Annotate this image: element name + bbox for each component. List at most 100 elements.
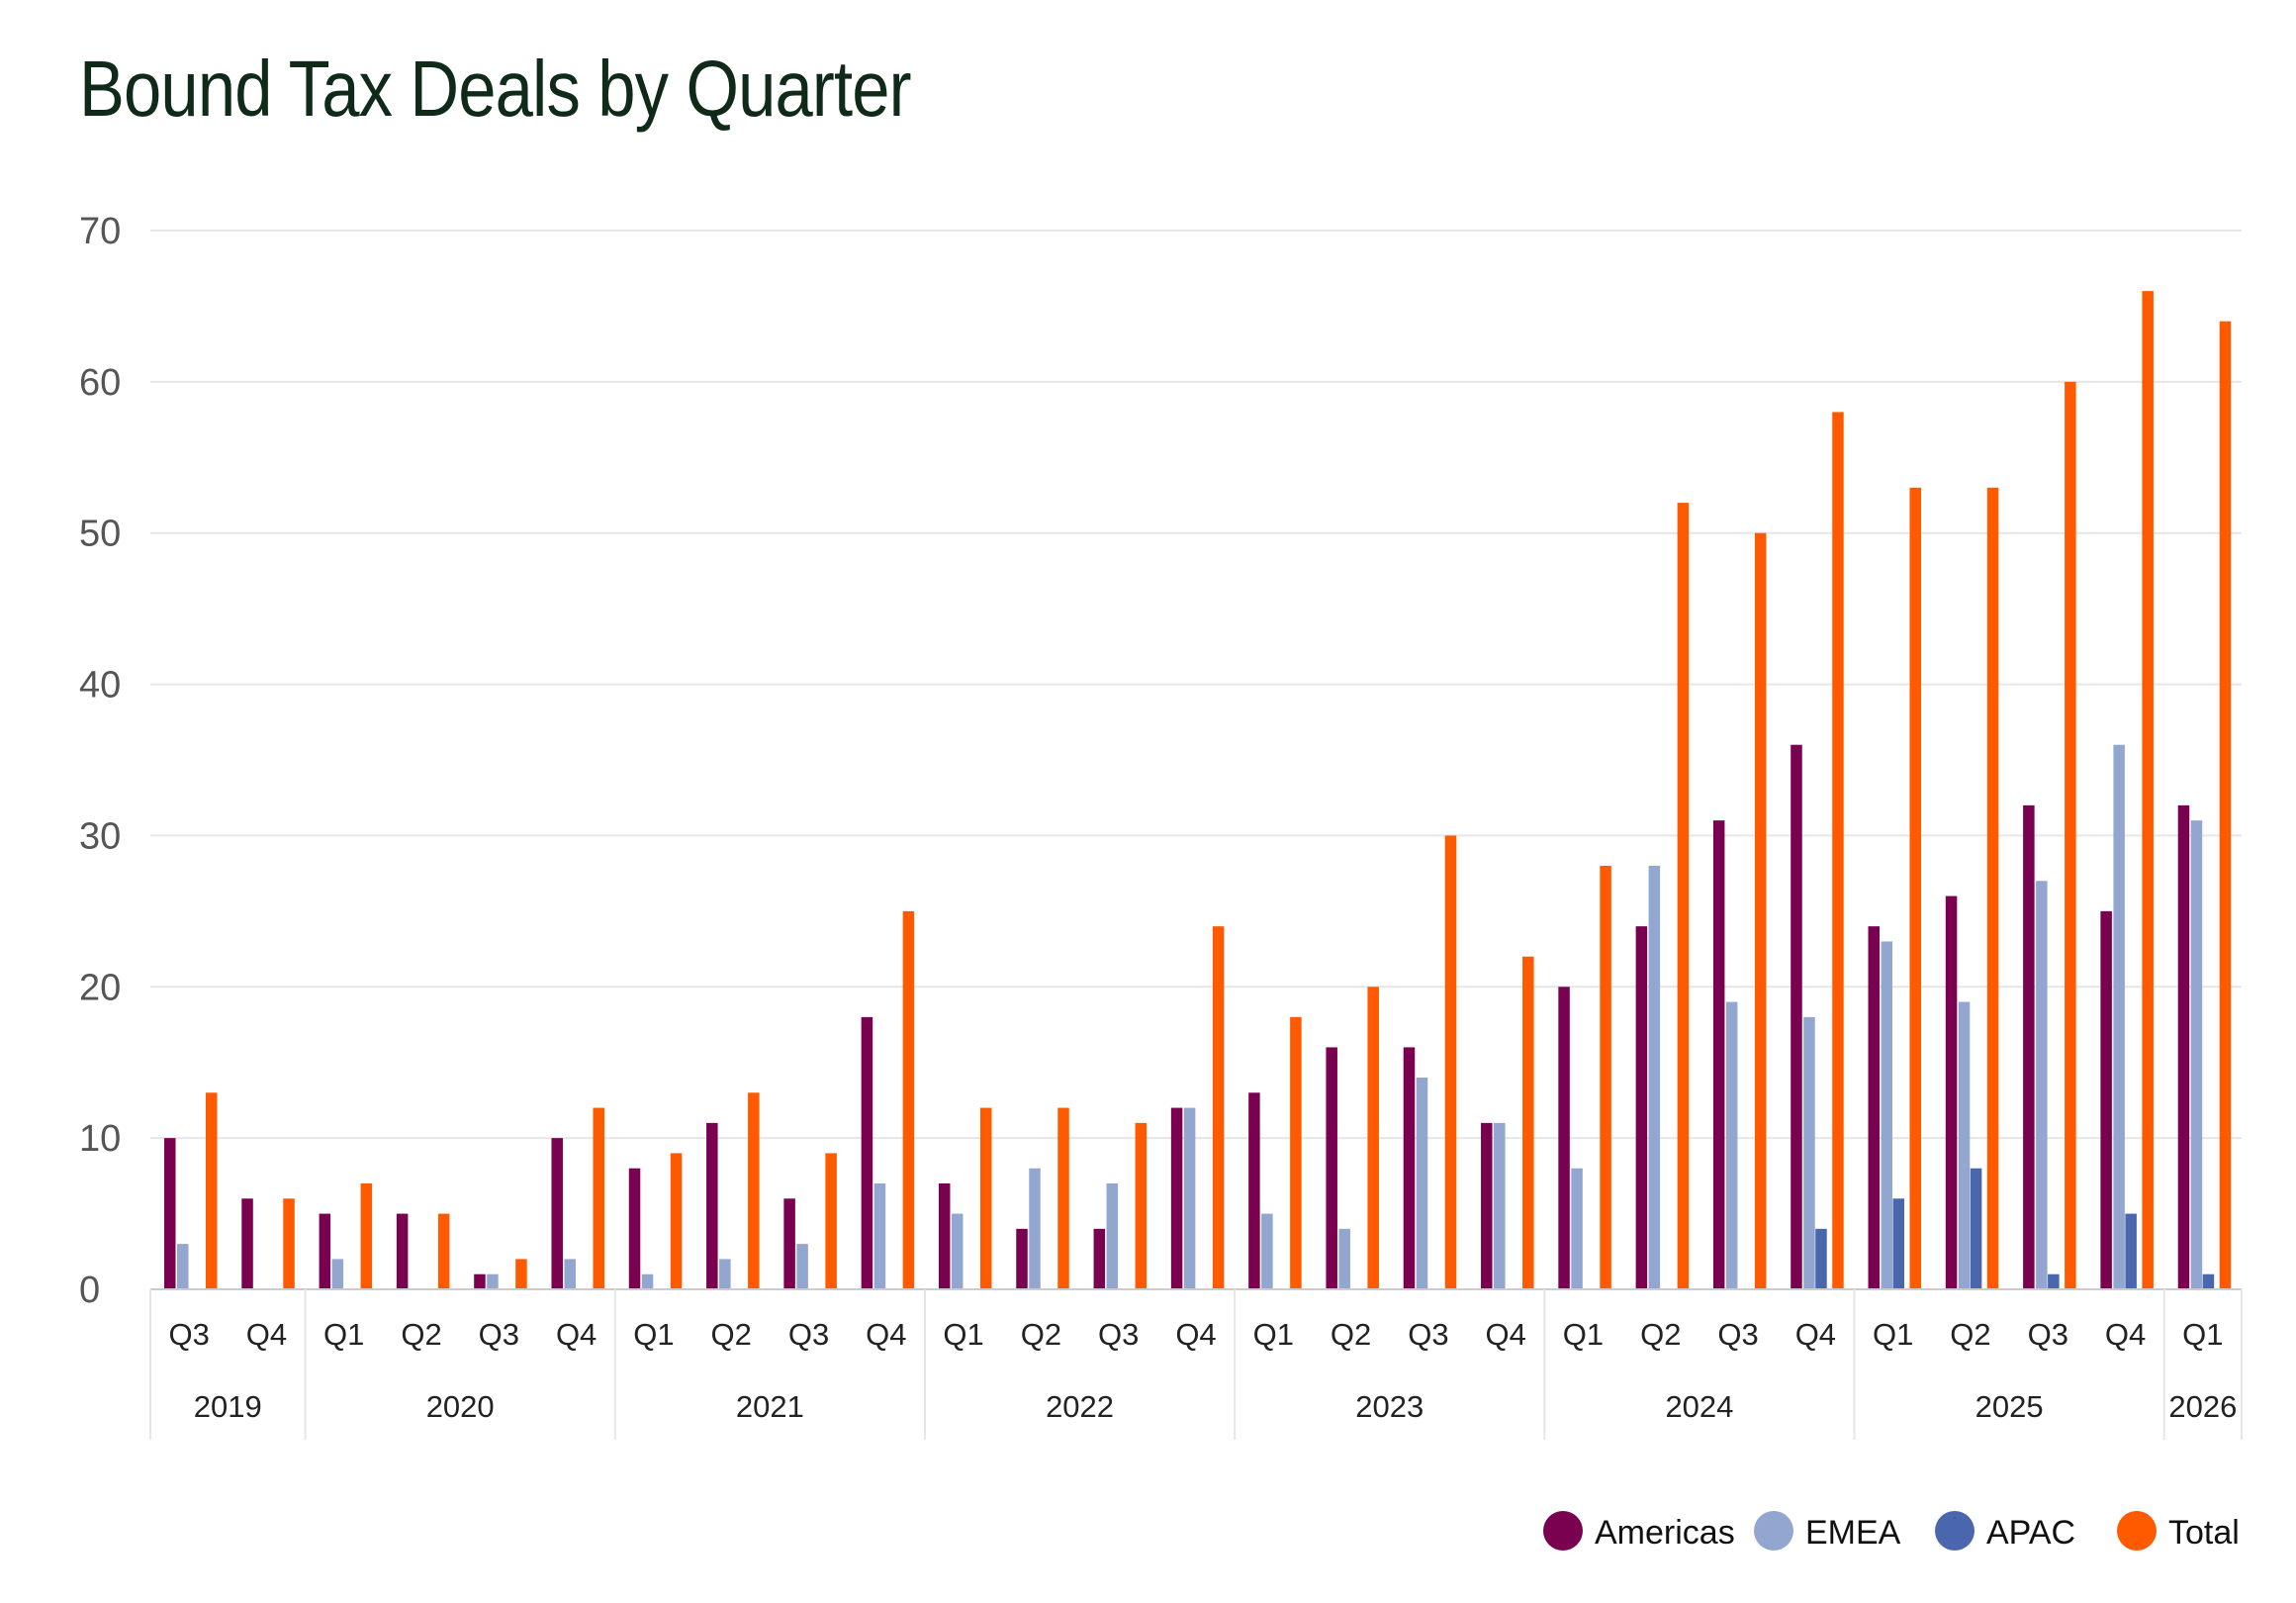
bar-americas-13 [1170, 1107, 1183, 1289]
bar-total-22 [1909, 487, 1922, 1289]
x-tick-label: Q2 [1021, 1317, 1061, 1352]
bar-emea-4 [487, 1273, 499, 1289]
legend: Americas EMEA APAC Total [1543, 1511, 2240, 1552]
bar-total-18 [1600, 866, 1611, 1289]
gridlines [150, 230, 2242, 1140]
x-tick-label: Q3 [1098, 1317, 1139, 1352]
x-group-label: 2019 [194, 1389, 262, 1424]
bar-americas-24 [2023, 804, 2035, 1289]
bar-total-26 [2219, 321, 2232, 1289]
bar-americas-4 [474, 1273, 486, 1289]
y-axis-ticks: 0 10 20 30 40 50 60 70 [79, 211, 121, 1311]
bar-emea-10 [951, 1213, 964, 1289]
y-tick-label: 0 [79, 1270, 100, 1311]
bar-total-17 [1522, 956, 1534, 1289]
bar-americas-1 [241, 1198, 253, 1289]
x-tick-label: Q2 [711, 1317, 752, 1352]
bar-total-0 [206, 1092, 218, 1289]
bar-emea-16 [1416, 1078, 1428, 1289]
bar-total-4 [515, 1259, 527, 1289]
bars [164, 291, 2232, 1290]
bar-total-20 [1754, 532, 1767, 1289]
x-tick-label: Q1 [2182, 1317, 2223, 1352]
x-tick-label: Q2 [1331, 1317, 1371, 1352]
y-tick-label: 60 [79, 362, 121, 404]
bar-total-11 [1057, 1107, 1069, 1289]
bar-americas-26 [2177, 804, 2190, 1289]
bar-emea-23 [1958, 1001, 1971, 1289]
bar-americas-0 [164, 1138, 176, 1289]
bar-total-19 [1677, 503, 1690, 1290]
bar-emea-2 [331, 1259, 344, 1289]
bar-emea-12 [1106, 1183, 1119, 1289]
bar-total-6 [670, 1153, 683, 1289]
legend-label-emea: EMEA [1805, 1514, 1901, 1552]
y-tick-label: 20 [79, 967, 121, 1008]
bar-total-2 [360, 1183, 373, 1289]
x-tick-label: Q1 [1253, 1317, 1294, 1352]
x-group-label: 2020 [426, 1389, 495, 1424]
bar-americas-14 [1248, 1092, 1260, 1289]
bar-americas-18 [1558, 987, 1570, 1289]
legend-swatch-total [2117, 1511, 2157, 1551]
x-tick-label: Q1 [943, 1317, 983, 1352]
legend-label-americas: Americas [1595, 1514, 1735, 1552]
y-tick-label: 50 [79, 514, 121, 555]
bar-americas-23 [1945, 896, 1958, 1289]
bar-total-13 [1212, 926, 1225, 1289]
bar-total-8 [825, 1153, 837, 1289]
x-group-label: 2023 [1355, 1389, 1424, 1424]
bar-emea-19 [1648, 866, 1661, 1289]
bar-americas-9 [861, 1016, 873, 1289]
bar-total-14 [1290, 1016, 1302, 1289]
bar-americas-21 [1791, 744, 1802, 1289]
bar-emea-26 [2190, 820, 2203, 1289]
bar-emea-11 [1029, 1168, 1041, 1289]
bar-emea-20 [1725, 1001, 1738, 1289]
bar-total-24 [2065, 381, 2076, 1289]
x-tick-label: Q4 [1486, 1317, 1526, 1352]
x-axis: Q3 Q4 Q1 Q2 Q3 Q4 Q1 Q2 Q3 Q4 Q1 Q2 Q3 Q4 Q1 Q2 Q3 Q4 Q1 Q2… [149, 1288, 2243, 1440]
bar-emea-21 [1803, 1016, 1815, 1289]
bar-apac-21 [1815, 1228, 1827, 1289]
bar-americas-22 [1868, 926, 1881, 1289]
legend-label-total: Total [2168, 1514, 2240, 1552]
bar-total-21 [1832, 412, 1844, 1289]
bar-americas-7 [706, 1122, 718, 1289]
x-tick-label: Q3 [788, 1317, 829, 1352]
bar-apac-22 [1892, 1198, 1905, 1289]
bar-emea-22 [1881, 941, 1893, 1289]
x-tick-label: Q3 [168, 1317, 209, 1352]
bar-total-25 [2142, 291, 2154, 1290]
bar-total-3 [437, 1213, 450, 1289]
x-tick-label: Q3 [1408, 1317, 1448, 1352]
bar-total-5 [593, 1107, 604, 1289]
legend-swatch-emea [1754, 1511, 1793, 1551]
x-tick-label: Q1 [1873, 1317, 1913, 1352]
y-tick-label: 10 [79, 1118, 121, 1160]
x-tick-label: Q3 [2028, 1317, 2068, 1352]
legend-swatch-apac [1935, 1511, 1975, 1551]
bar-apac-25 [2125, 1213, 2137, 1289]
x-group-label: 2024 [1665, 1389, 1733, 1424]
bar-total-10 [979, 1107, 992, 1289]
x-tick-label: Q4 [1175, 1317, 1216, 1352]
x-tick-label: Q4 [2105, 1317, 2146, 1352]
x-tick-label: Q4 [866, 1317, 906, 1352]
x-tick-label: Q3 [1717, 1317, 1758, 1352]
bar-americas-20 [1712, 820, 1725, 1289]
bar-total-15 [1367, 987, 1379, 1289]
bar-emea-24 [2036, 881, 2048, 1289]
bar-emea-9 [873, 1183, 886, 1289]
bar-emea-8 [796, 1244, 808, 1289]
bar-americas-12 [1093, 1228, 1106, 1289]
bar-americas-19 [1635, 926, 1648, 1289]
y-tick-label: 70 [79, 211, 121, 252]
bar-total-9 [902, 910, 915, 1289]
bar-apac-26 [2202, 1273, 2215, 1289]
bar-emea-18 [1571, 1168, 1583, 1289]
y-tick-label: 40 [79, 665, 121, 707]
x-tick-label: Q4 [1795, 1317, 1836, 1352]
bar-emea-0 [177, 1244, 189, 1289]
bar-total-12 [1135, 1122, 1148, 1289]
